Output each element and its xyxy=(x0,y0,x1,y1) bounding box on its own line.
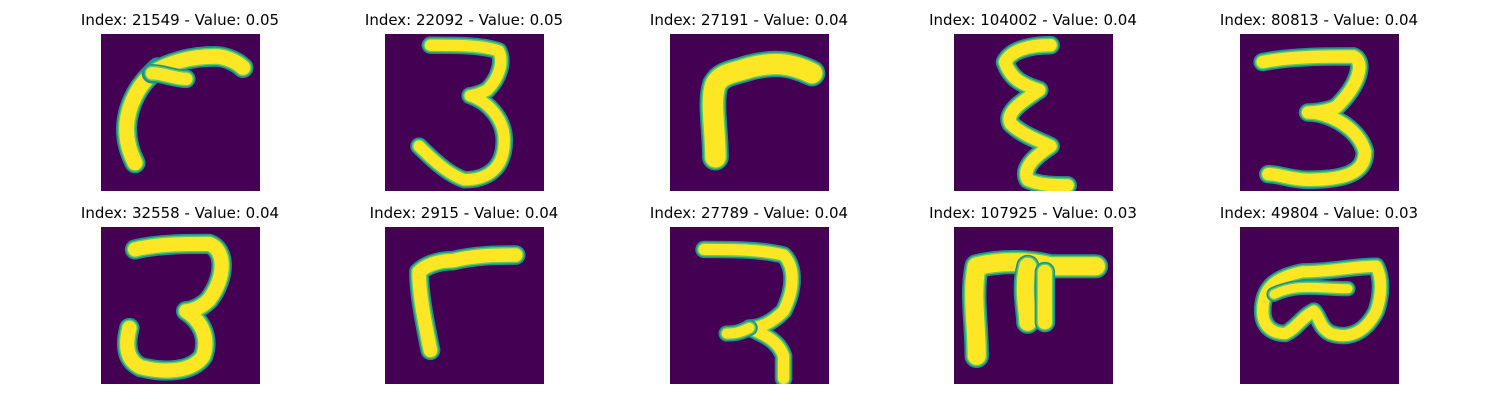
glyph-stroke xyxy=(721,322,755,339)
glyph-stroke xyxy=(1257,260,1387,342)
glyph-svg xyxy=(101,227,260,384)
glyph-image xyxy=(670,34,829,191)
glyph-image xyxy=(101,34,260,191)
panel-title: Index: 22092 - Value: 0.05 xyxy=(364,11,564,29)
panel-title: Index: 104002 - Value: 0.04 xyxy=(929,11,1137,29)
glyph-stroke xyxy=(120,236,229,378)
image-panel: Index: 104002 - Value: 0.04 xyxy=(853,0,1213,191)
glyph-svg xyxy=(101,34,260,191)
image-panel: Index: 21549 - Value: 0.05 xyxy=(0,0,360,191)
glyph-stroke xyxy=(702,53,823,168)
glyph-svg xyxy=(385,34,544,191)
image-panel: Index: 107925 - Value: 0.03 xyxy=(853,193,1213,384)
glyph-image xyxy=(954,227,1113,384)
image-panel: Index: 2915 - Value: 0.04 xyxy=(284,193,644,384)
glyph-image xyxy=(1240,227,1399,384)
image-panel: Index: 27191 - Value: 0.04 xyxy=(569,0,929,191)
panel-title: Index: 80813 - Value: 0.04 xyxy=(1219,11,1419,29)
image-panel: Index: 27789 - Value: 0.04 xyxy=(569,193,929,384)
glyph-stroke xyxy=(144,49,251,81)
image-panel: Index: 22092 - Value: 0.05 xyxy=(284,0,644,191)
panel-title: Index: 32558 - Value: 0.04 xyxy=(80,204,280,222)
glyph-stroke xyxy=(145,67,193,86)
glyph-stroke xyxy=(412,248,523,358)
panel-title: Index: 21549 - Value: 0.05 xyxy=(80,11,280,29)
panel-title: Index: 2915 - Value: 0.04 xyxy=(369,204,559,222)
glyph-svg xyxy=(1240,227,1399,384)
glyph-stroke xyxy=(1256,50,1372,186)
panel-title: Index: 27191 - Value: 0.04 xyxy=(649,11,849,29)
panel-title: Index: 107925 - Value: 0.03 xyxy=(929,204,1137,222)
glyph-image xyxy=(954,34,1113,191)
glyph-stroke xyxy=(965,253,1106,365)
glyph-stroke xyxy=(1016,257,1037,331)
glyph-stroke xyxy=(698,243,798,384)
glyph-stroke xyxy=(1269,282,1353,299)
glyph-svg xyxy=(670,34,829,191)
glyph-stroke xyxy=(413,39,510,186)
glyph-svg xyxy=(954,34,1113,191)
glyph-svg xyxy=(385,227,544,384)
panel-title: Index: 49804 - Value: 0.03 xyxy=(1219,204,1419,222)
glyph-image xyxy=(670,227,829,384)
glyph-image xyxy=(385,34,544,191)
glyph-image xyxy=(1240,34,1399,191)
glyph-image xyxy=(101,227,260,384)
glyph-svg xyxy=(954,227,1113,384)
image-panel: Index: 80813 - Value: 0.04 xyxy=(1139,0,1499,191)
image-panel: Index: 32558 - Value: 0.04 xyxy=(0,193,360,384)
panel-title: Index: 27789 - Value: 0.04 xyxy=(649,204,849,222)
image-background xyxy=(385,34,544,191)
glyph-stroke xyxy=(998,39,1074,191)
glyph-svg xyxy=(1240,34,1399,191)
image-panel: Index: 49804 - Value: 0.03 xyxy=(1139,193,1499,384)
glyph-image xyxy=(385,227,544,384)
glyph-svg xyxy=(670,227,829,384)
